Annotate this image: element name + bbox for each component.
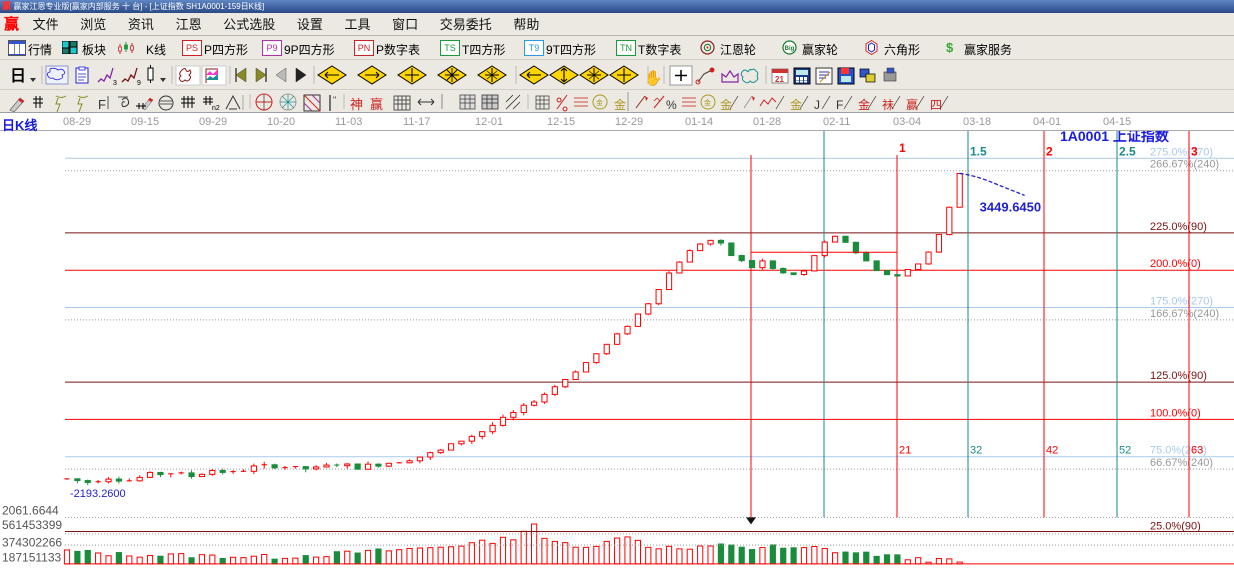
- svg-text:3: 3: [1191, 144, 1198, 158]
- svg-text:09-15: 09-15: [131, 116, 159, 128]
- svg-text:1: 1: [899, 141, 906, 155]
- svg-text:11-03: 11-03: [335, 116, 362, 128]
- svg-text:225.0%(90): 225.0%(90): [1150, 221, 1207, 233]
- svg-text:66.67%(240): 66.67%(240): [1150, 457, 1213, 469]
- svg-text:10-20: 10-20: [267, 116, 295, 128]
- svg-text:日: 日: [10, 67, 26, 85]
- svg-text:J: J: [814, 98, 820, 112]
- svg-text:187151133: 187151133: [2, 550, 62, 564]
- svg-text:金: 金: [596, 98, 603, 107]
- svg-text:F: F: [836, 98, 843, 112]
- svg-text:32: 32: [970, 445, 982, 457]
- svg-text:125.0%(90): 125.0%(90): [1150, 370, 1207, 382]
- svg-text:08-29: 08-29: [63, 116, 91, 128]
- svg-text:11-17: 11-17: [403, 116, 430, 128]
- svg-text:3: 3: [113, 80, 117, 87]
- svg-text:2.5: 2.5: [1119, 144, 1136, 158]
- svg-text:金: 金: [858, 97, 870, 112]
- svg-text:275.0%(270): 275.0%(270): [1150, 146, 1213, 158]
- svg-text:166.67%(240): 166.67%(240): [1150, 308, 1219, 320]
- svg-text:02-11: 02-11: [823, 116, 850, 128]
- svg-text:01-28: 01-28: [753, 116, 781, 128]
- svg-text:12-15: 12-15: [547, 116, 575, 128]
- svg-text:12-29: 12-29: [615, 116, 643, 128]
- svg-text:赢: 赢: [370, 97, 383, 112]
- svg-text:金: 金: [790, 97, 802, 112]
- svg-text:561453399: 561453399: [2, 518, 62, 532]
- svg-text:n2: n2: [212, 105, 220, 112]
- svg-text:100.0%(0): 100.0%(0): [1150, 407, 1201, 419]
- svg-text:四: 四: [930, 98, 942, 112]
- svg-text:266.67%(240): 266.67%(240): [1150, 159, 1219, 171]
- svg-text:63: 63: [1191, 445, 1203, 457]
- svg-text:12-01: 12-01: [475, 116, 503, 128]
- svg-text:01-14: 01-14: [685, 116, 713, 128]
- svg-text:09-29: 09-29: [199, 116, 227, 128]
- svg-text:金: 金: [704, 98, 711, 107]
- svg-text:175.0%(270): 175.0%(270): [1150, 296, 1213, 308]
- svg-text:04-01: 04-01: [1033, 116, 1061, 128]
- svg-text:42: 42: [1046, 445, 1058, 457]
- svg-text:F: F: [98, 97, 106, 112]
- svg-text:9: 9: [137, 80, 141, 87]
- svg-text:200.0%(0): 200.0%(0): [1150, 258, 1201, 270]
- svg-text:2: 2: [1046, 144, 1053, 158]
- svg-text:2061.6644: 2061.6644: [2, 503, 59, 517]
- svg-text:03-18: 03-18: [963, 116, 991, 128]
- svg-text:52: 52: [1119, 445, 1131, 457]
- svg-text:1.5: 1.5: [970, 144, 987, 158]
- svg-text:03-04: 03-04: [893, 116, 921, 128]
- svg-text:赢: 赢: [906, 97, 918, 112]
- svg-text:": ": [333, 95, 336, 105]
- svg-text:3449.6450: 3449.6450: [980, 199, 1041, 214]
- svg-text:✋: ✋: [644, 69, 663, 87]
- svg-text:%: %: [666, 98, 677, 112]
- svg-text:祙: 祙: [882, 98, 894, 112]
- svg-text:25.0%(90): 25.0%(90): [1150, 521, 1201, 533]
- svg-text:Big: Big: [785, 46, 795, 52]
- svg-text:374302266: 374302266: [2, 536, 62, 550]
- svg-text:金: 金: [720, 97, 732, 112]
- svg-text:金: 金: [614, 97, 626, 112]
- svg-text:04-15: 04-15: [1103, 116, 1131, 128]
- svg-text:1A0001 上证指数: 1A0001 上证指数: [1060, 131, 1170, 144]
- svg-text:神: 神: [350, 97, 363, 112]
- svg-text:21: 21: [899, 445, 911, 457]
- svg-text:$: $: [946, 40, 954, 55]
- svg-text:21: 21: [775, 75, 784, 84]
